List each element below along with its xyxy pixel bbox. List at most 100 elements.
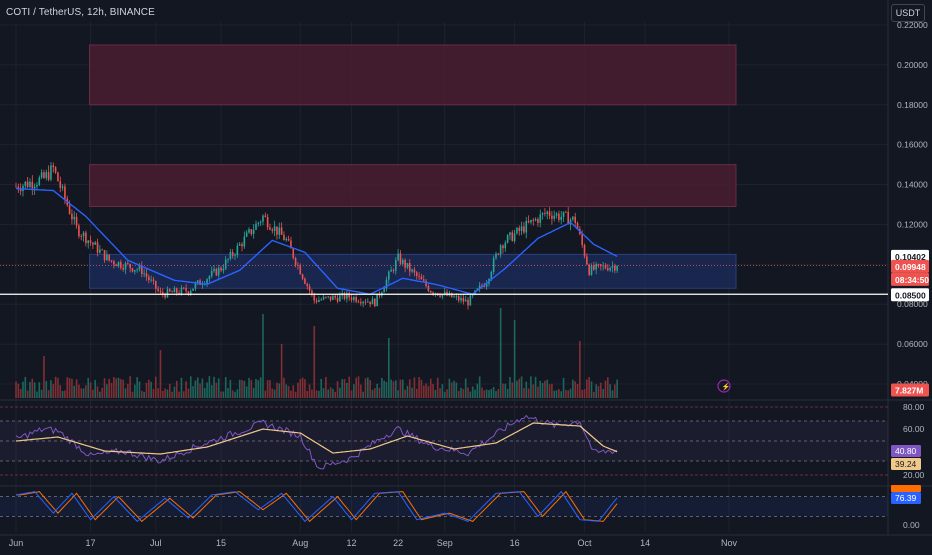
volume-bar <box>26 390 29 398</box>
volume-bar <box>609 384 611 398</box>
volume-bar <box>266 380 269 398</box>
volume-bar <box>525 381 528 398</box>
volume-bar <box>476 383 479 398</box>
volume-bar <box>236 389 239 398</box>
volume-bar <box>504 383 507 398</box>
candle-body <box>392 269 395 271</box>
volume-bar <box>315 390 318 398</box>
volume-bar <box>22 381 24 398</box>
volume-bar <box>453 380 455 398</box>
candle-body <box>264 215 267 217</box>
volume-bar <box>33 382 36 398</box>
symbol-title[interactable]: COTI / TetherUS, 12h, BINANCE <box>6 7 155 18</box>
volume-bar <box>213 376 215 398</box>
volume-bar <box>180 377 183 398</box>
volume-bar <box>171 391 173 398</box>
rsi-tick-label: 80.00 <box>903 402 925 412</box>
volume-bar <box>201 378 204 398</box>
candle-body <box>192 288 194 291</box>
candle-body <box>159 290 162 293</box>
volume-bar <box>99 391 101 398</box>
volume-bar <box>336 381 339 398</box>
candle-body <box>210 270 213 277</box>
stoch-value-badge-bg <box>891 492 921 504</box>
currency-selector-button[interactable]: USDT <box>891 4 925 22</box>
volume-bar <box>551 383 553 398</box>
candle-body <box>467 299 469 306</box>
candle-body <box>96 242 99 253</box>
candle-body <box>530 219 532 223</box>
candle-body <box>50 165 52 180</box>
volume-bar <box>574 381 576 398</box>
replay-icon[interactable] <box>717 379 731 393</box>
candle-body <box>306 283 309 287</box>
candle-body <box>483 286 486 287</box>
volume-bar <box>611 390 614 398</box>
volume-bar <box>285 384 288 398</box>
candle-body <box>173 288 176 293</box>
volume-bar <box>47 390 50 398</box>
volume-bar <box>462 389 465 398</box>
volume-bar <box>238 379 241 398</box>
volume-bar <box>45 380 48 398</box>
volume-bar <box>497 389 500 398</box>
volume-bar <box>175 380 178 398</box>
candle-body <box>108 254 110 261</box>
candle-body <box>415 272 418 277</box>
candle-body <box>89 240 92 243</box>
candle-body <box>80 236 83 238</box>
candle-body <box>334 296 337 298</box>
volume-bar <box>534 376 537 398</box>
candle-body <box>301 274 304 279</box>
volume-bar <box>474 389 476 398</box>
candle-body <box>68 205 71 214</box>
candle-body <box>78 225 80 237</box>
countdown-badge-bg <box>891 272 929 286</box>
volume-bar <box>602 388 604 398</box>
volume-bar <box>290 390 292 398</box>
volume-bar <box>159 350 162 398</box>
volume-bar <box>250 380 253 398</box>
volume-bar <box>89 382 92 398</box>
volume-bar <box>455 382 458 398</box>
volume-bar <box>78 384 80 398</box>
candle-body <box>75 216 78 226</box>
volume-bar <box>329 387 332 398</box>
volume-bar <box>436 377 439 398</box>
volume-bar <box>280 344 283 398</box>
volume-bar <box>339 387 341 398</box>
volume-bar <box>122 379 124 398</box>
volume-bar <box>168 383 171 398</box>
volume-bar <box>187 388 190 398</box>
volume-bar <box>565 389 567 398</box>
volume-bar <box>313 326 316 398</box>
volume-bar <box>229 379 232 398</box>
volume-bar <box>178 391 180 398</box>
candle-body <box>145 273 148 277</box>
resistance-zone[interactable] <box>89 44 737 106</box>
volume-bar <box>145 382 148 398</box>
volume-bar <box>499 308 502 398</box>
candle-body <box>166 289 169 298</box>
volume-bar <box>562 377 565 398</box>
volume-bar <box>264 390 267 398</box>
candle-body <box>29 181 31 187</box>
stoch-band-fill <box>0 496 888 517</box>
candle-body <box>408 263 411 272</box>
time-tick-label: 17 <box>86 538 96 548</box>
volume-bar <box>555 390 558 398</box>
volume-bar <box>413 377 416 398</box>
candle-body <box>462 297 465 302</box>
resistance-zone[interactable] <box>89 164 737 207</box>
volume-bar <box>492 386 495 398</box>
price-tick-label: 0.16000 <box>897 140 928 150</box>
candle-body <box>469 295 472 306</box>
volume-bar <box>513 320 516 398</box>
candle-body <box>588 264 590 275</box>
volume-bar <box>527 388 530 398</box>
candle-body <box>460 297 462 301</box>
candle-body <box>164 294 166 298</box>
candle-body <box>103 250 106 261</box>
